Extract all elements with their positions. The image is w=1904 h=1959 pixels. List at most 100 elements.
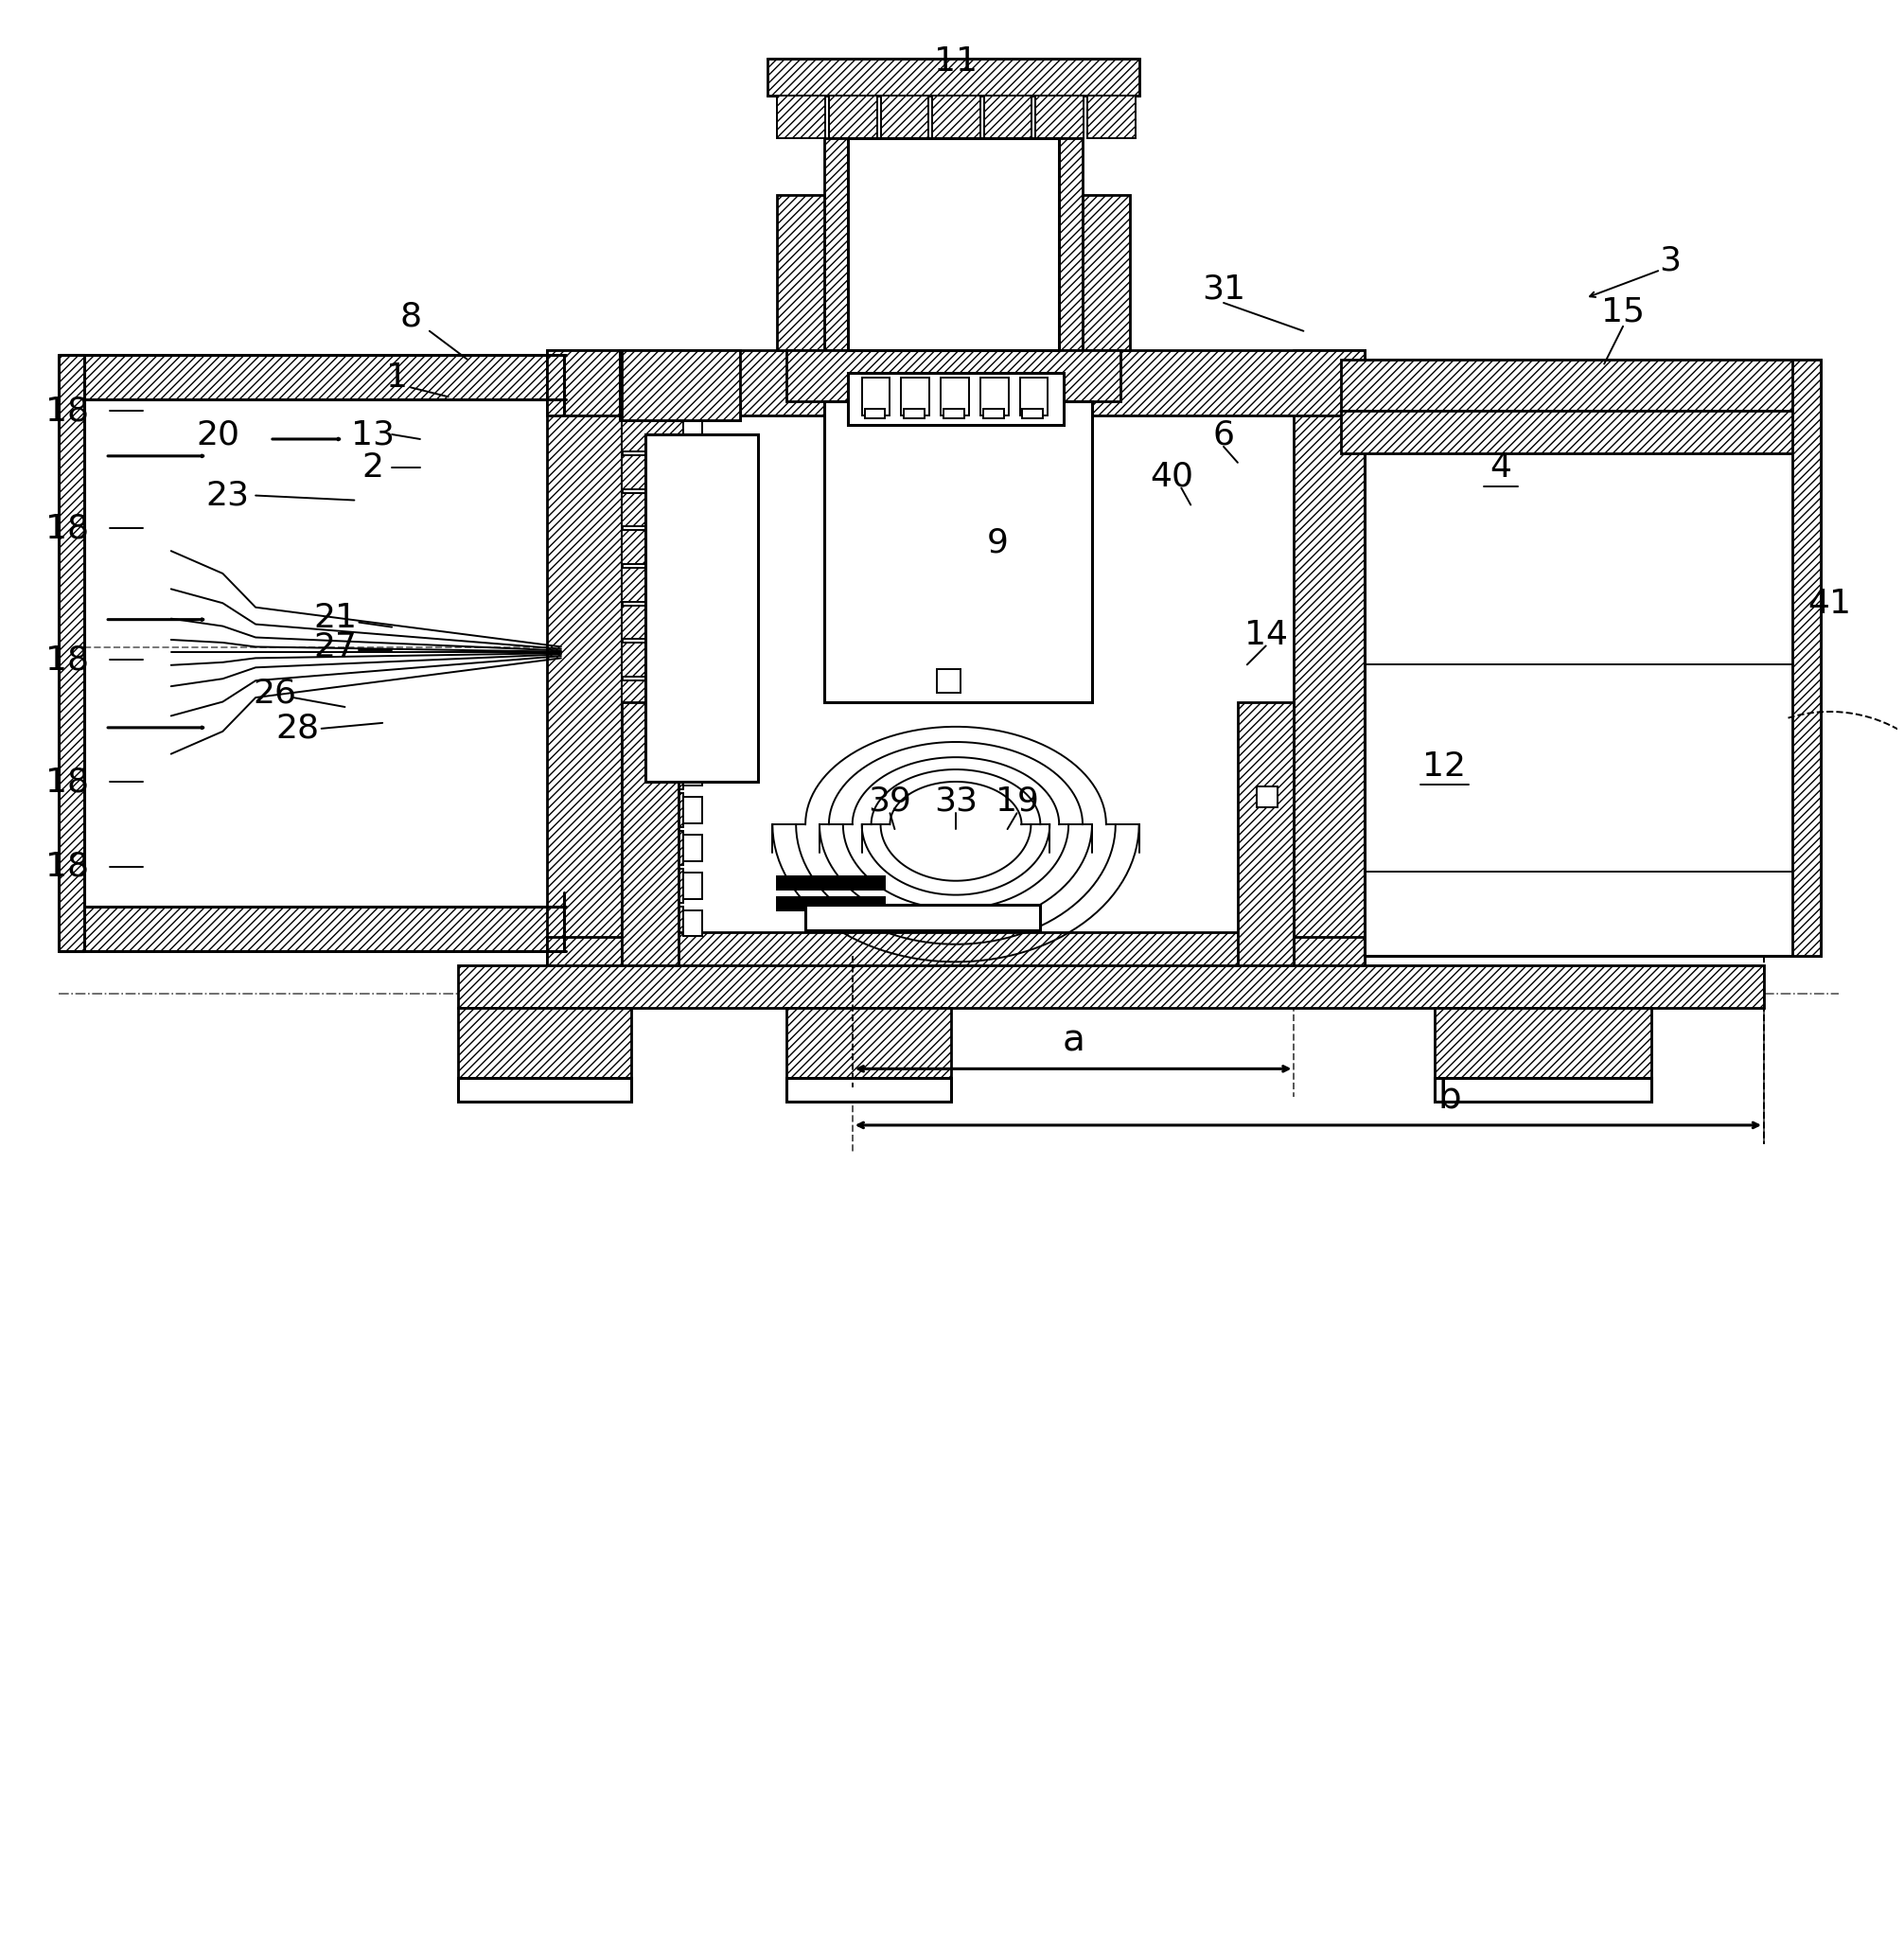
- Polygon shape: [457, 1077, 632, 1101]
- Polygon shape: [684, 684, 703, 711]
- Polygon shape: [623, 907, 684, 940]
- Text: 6: 6: [1213, 419, 1234, 451]
- Text: a: a: [1062, 1023, 1085, 1058]
- Polygon shape: [623, 568, 684, 601]
- Polygon shape: [786, 1077, 952, 1101]
- Polygon shape: [623, 454, 684, 490]
- Text: 18: 18: [46, 766, 89, 797]
- Polygon shape: [941, 378, 969, 415]
- Polygon shape: [59, 907, 565, 952]
- Text: 39: 39: [868, 786, 912, 817]
- Polygon shape: [777, 876, 885, 889]
- Text: 1: 1: [387, 362, 407, 394]
- Text: 9: 9: [988, 527, 1009, 558]
- Polygon shape: [623, 351, 739, 421]
- Polygon shape: [457, 966, 1763, 1007]
- Text: 21: 21: [314, 601, 358, 635]
- Polygon shape: [623, 701, 678, 970]
- Polygon shape: [684, 496, 703, 523]
- Text: 18: 18: [46, 513, 89, 545]
- Polygon shape: [933, 96, 981, 139]
- Polygon shape: [623, 793, 684, 827]
- Text: 26: 26: [253, 676, 297, 709]
- Polygon shape: [684, 646, 703, 674]
- Polygon shape: [645, 435, 758, 782]
- Polygon shape: [1036, 96, 1083, 139]
- Polygon shape: [1083, 194, 1129, 351]
- Polygon shape: [880, 96, 929, 139]
- Polygon shape: [623, 680, 684, 715]
- Text: 27: 27: [314, 631, 358, 664]
- Polygon shape: [623, 868, 684, 903]
- Polygon shape: [1340, 411, 1820, 453]
- Polygon shape: [864, 409, 885, 419]
- Polygon shape: [684, 535, 703, 560]
- Polygon shape: [1436, 1007, 1651, 1077]
- Polygon shape: [623, 719, 684, 752]
- Polygon shape: [1436, 1077, 1651, 1101]
- Polygon shape: [1340, 358, 1820, 411]
- Text: 23: 23: [206, 480, 249, 511]
- Polygon shape: [1295, 351, 1365, 966]
- Text: 40: 40: [1150, 460, 1194, 494]
- Polygon shape: [937, 670, 960, 693]
- Polygon shape: [59, 355, 565, 400]
- Polygon shape: [1257, 788, 1278, 807]
- Polygon shape: [684, 609, 703, 635]
- Polygon shape: [684, 909, 703, 936]
- Text: 41: 41: [1809, 588, 1851, 619]
- Text: 13: 13: [352, 419, 394, 451]
- Polygon shape: [546, 936, 1365, 999]
- Text: b: b: [1438, 1079, 1460, 1115]
- Polygon shape: [847, 374, 1064, 425]
- Polygon shape: [623, 756, 684, 789]
- Text: 8: 8: [400, 302, 421, 333]
- Text: 20: 20: [196, 419, 240, 451]
- Polygon shape: [684, 872, 703, 899]
- Text: 19: 19: [996, 786, 1038, 817]
- Polygon shape: [623, 932, 1295, 989]
- Polygon shape: [546, 351, 1365, 415]
- Polygon shape: [684, 797, 703, 823]
- Polygon shape: [824, 139, 1083, 351]
- Polygon shape: [786, 351, 1120, 402]
- Polygon shape: [623, 492, 684, 527]
- Text: 14: 14: [1243, 619, 1287, 650]
- Polygon shape: [59, 400, 565, 907]
- Polygon shape: [623, 643, 684, 678]
- Polygon shape: [1087, 96, 1135, 139]
- Text: 12: 12: [1422, 750, 1466, 782]
- Polygon shape: [623, 605, 684, 639]
- Polygon shape: [684, 458, 703, 486]
- Polygon shape: [824, 402, 1093, 701]
- Polygon shape: [863, 378, 889, 415]
- Text: 11: 11: [935, 45, 977, 76]
- Polygon shape: [684, 421, 703, 447]
- Text: 15: 15: [1601, 296, 1645, 329]
- Polygon shape: [944, 409, 963, 419]
- Polygon shape: [1365, 358, 1820, 956]
- Polygon shape: [1238, 701, 1295, 970]
- Polygon shape: [981, 378, 1009, 415]
- Text: 2: 2: [362, 451, 385, 484]
- Text: 4: 4: [1491, 451, 1512, 484]
- Polygon shape: [767, 59, 1139, 96]
- Polygon shape: [828, 96, 878, 139]
- Polygon shape: [777, 897, 885, 909]
- Polygon shape: [777, 96, 824, 139]
- Polygon shape: [59, 355, 84, 952]
- Polygon shape: [805, 905, 1040, 931]
- Text: 18: 18: [46, 396, 89, 427]
- Polygon shape: [623, 531, 684, 564]
- Text: 18: 18: [46, 645, 89, 676]
- Polygon shape: [546, 351, 623, 966]
- Text: 33: 33: [935, 786, 977, 817]
- Polygon shape: [1021, 378, 1047, 415]
- Polygon shape: [621, 351, 739, 421]
- Polygon shape: [684, 572, 703, 597]
- Polygon shape: [623, 417, 684, 451]
- Polygon shape: [982, 409, 1003, 419]
- Polygon shape: [901, 378, 929, 415]
- Polygon shape: [457, 1007, 632, 1077]
- Text: 18: 18: [46, 850, 89, 884]
